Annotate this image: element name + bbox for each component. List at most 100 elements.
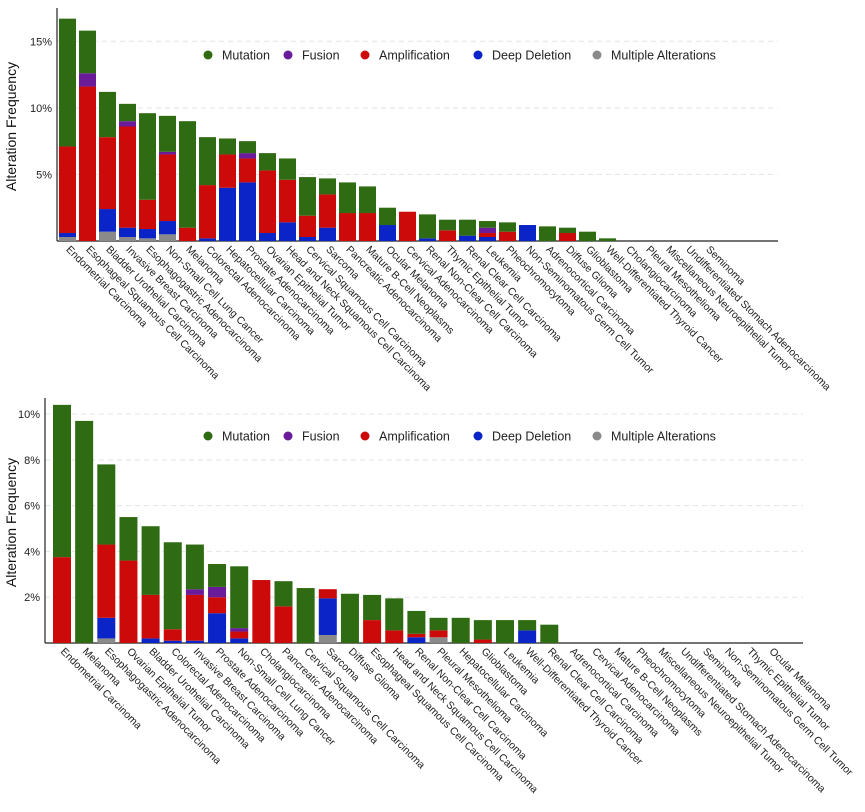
bar-segment-deep-deletion: [97, 617, 116, 639]
bar-segment-deep-deletion: [119, 227, 136, 238]
bar-segment-fusion: [119, 121, 136, 127]
legend-marker-amplification: [360, 50, 370, 60]
bar-segment-mutation: [419, 214, 436, 239]
bar-segment-amplification: [259, 170, 276, 234]
bar-segment-mutation: [319, 178, 336, 195]
bar-segment-multiple: [99, 231, 116, 241]
bar-segment-fusion: [159, 151, 176, 155]
bar-segment-amplification: [439, 230, 456, 241]
y-tick-label: 2%: [24, 592, 40, 604]
bar-segment-fusion: [185, 589, 204, 595]
bar-segment-amplification: [141, 594, 160, 639]
bar-segment-mutation: [119, 517, 138, 561]
bar-segment-fusion: [239, 153, 256, 159]
legend-label: Fusion: [302, 430, 340, 444]
bar-segment-amplification: [208, 597, 227, 614]
bar-segment-mutation: [141, 526, 160, 595]
bar-segment-mutation: [119, 103, 136, 122]
y-tick-label: 6%: [24, 501, 40, 513]
bar-segment-amplification: [199, 185, 216, 239]
bar-segment-amplification: [407, 633, 426, 638]
legend-marker-mutation: [203, 431, 213, 441]
bar-segment-mutation: [259, 153, 276, 171]
bar-segment-mutation: [239, 141, 256, 154]
y-tick-label: 4%: [24, 546, 40, 558]
legend-marker-multiple: [592, 431, 602, 441]
bar-segment-mutation: [230, 566, 249, 629]
bar-segment-mutation: [407, 610, 426, 634]
bar-segment-amplification: [59, 146, 76, 234]
y-tick-label: 15%: [30, 36, 52, 48]
bar-segment-amplification: [219, 154, 236, 188]
bar-segment-mutation: [539, 226, 556, 241]
bar-segment-deep-deletion: [230, 638, 249, 643]
legend-marker-mutation: [203, 50, 213, 60]
bar-segment-mutation: [208, 564, 227, 587]
bar-segment-mutation: [518, 620, 537, 631]
bar-segment-mutation: [496, 620, 514, 643]
category-label: Undifferentiated Stomach Adenocarcinoma: [683, 244, 833, 394]
bar-segment-mutation: [363, 594, 382, 621]
legend-label: Amplification: [379, 430, 450, 444]
legend-marker-deep-deletion: [473, 50, 483, 60]
bar-segment-amplification: [559, 233, 576, 241]
bar-segment-amplification: [179, 227, 196, 241]
bar-segment-mutation: [274, 581, 293, 607]
bar-segment-mutation: [379, 207, 396, 226]
bar-segment-amplification: [299, 215, 316, 238]
bar-segment-multiple: [59, 237, 76, 241]
bar-segment-deep-deletion: [239, 182, 256, 241]
bar-segment-multiple: [119, 237, 136, 241]
bar-segment-fusion: [208, 586, 227, 598]
bar-segment-deep-deletion: [208, 613, 227, 643]
bar-segment-mutation: [99, 91, 116, 138]
bar-segment-deep-deletion: [163, 640, 182, 643]
bar-segment-mutation: [59, 18, 76, 147]
chart-top: 5%10%15%Alteration FrequencyEndometrial …: [3, 8, 833, 394]
bar-segment-mutation: [340, 593, 359, 643]
bar-segment-mutation: [79, 30, 96, 74]
bar-segment-deep-deletion: [519, 225, 536, 241]
bar-segment-amplification: [339, 213, 356, 241]
bar-segment-deep-deletion: [419, 238, 436, 241]
legend-label: Multiple Alterations: [611, 49, 716, 63]
bar-segment-multiple: [97, 638, 116, 643]
bar-segment-deep-deletion: [319, 227, 336, 241]
bar-segment-amplification: [274, 606, 293, 643]
bar-segment-mutation: [185, 544, 204, 590]
bar-segment-deep-deletion: [185, 640, 204, 643]
bar-segment-deep-deletion: [379, 225, 396, 241]
bar-segment-mutation: [385, 598, 404, 631]
bar-segment-mutation: [599, 238, 616, 241]
bar-segment-amplification: [97, 544, 116, 618]
y-tick-label: 5%: [36, 169, 52, 181]
bar-segment-mutation: [339, 182, 356, 214]
bar-segment-deep-deletion: [219, 187, 236, 241]
bar-segment-deep-deletion: [141, 638, 160, 643]
bar-segment-amplification: [159, 154, 176, 222]
y-tick-label: 10%: [30, 103, 52, 115]
bar-segment-mutation: [179, 121, 196, 228]
legend-label: Mutation: [222, 430, 270, 444]
bar-segment-mutation: [540, 624, 559, 643]
bar-segment-amplification: [473, 639, 492, 643]
bar-segment-amplification: [279, 179, 296, 223]
chart-bottom: 2%4%6%8%10%Alteration FrequencyEndometri…: [3, 398, 855, 796]
bar-segment-deep-deletion: [99, 209, 116, 232]
legend-marker-fusion: [283, 50, 293, 60]
legend-label: Deep Deletion: [492, 430, 571, 444]
bar-segment-deep-deletion: [199, 238, 216, 241]
bar-segment-deep-deletion: [159, 221, 176, 235]
legend-label: Deep Deletion: [492, 49, 571, 63]
bar-segment-deep-deletion: [318, 598, 337, 635]
bar-segment-amplification: [53, 557, 71, 643]
bar-segment-fusion: [479, 227, 496, 234]
bar-segment-amplification: [230, 631, 249, 639]
bar-segment-deep-deletion: [407, 637, 426, 643]
legend-label: Amplification: [379, 49, 450, 63]
legend-marker-deep-deletion: [473, 431, 483, 441]
y-axis-label: Alteration Frequency: [3, 458, 19, 587]
bar-segment-amplification: [119, 126, 136, 228]
bar-segment-amplification: [429, 630, 448, 638]
